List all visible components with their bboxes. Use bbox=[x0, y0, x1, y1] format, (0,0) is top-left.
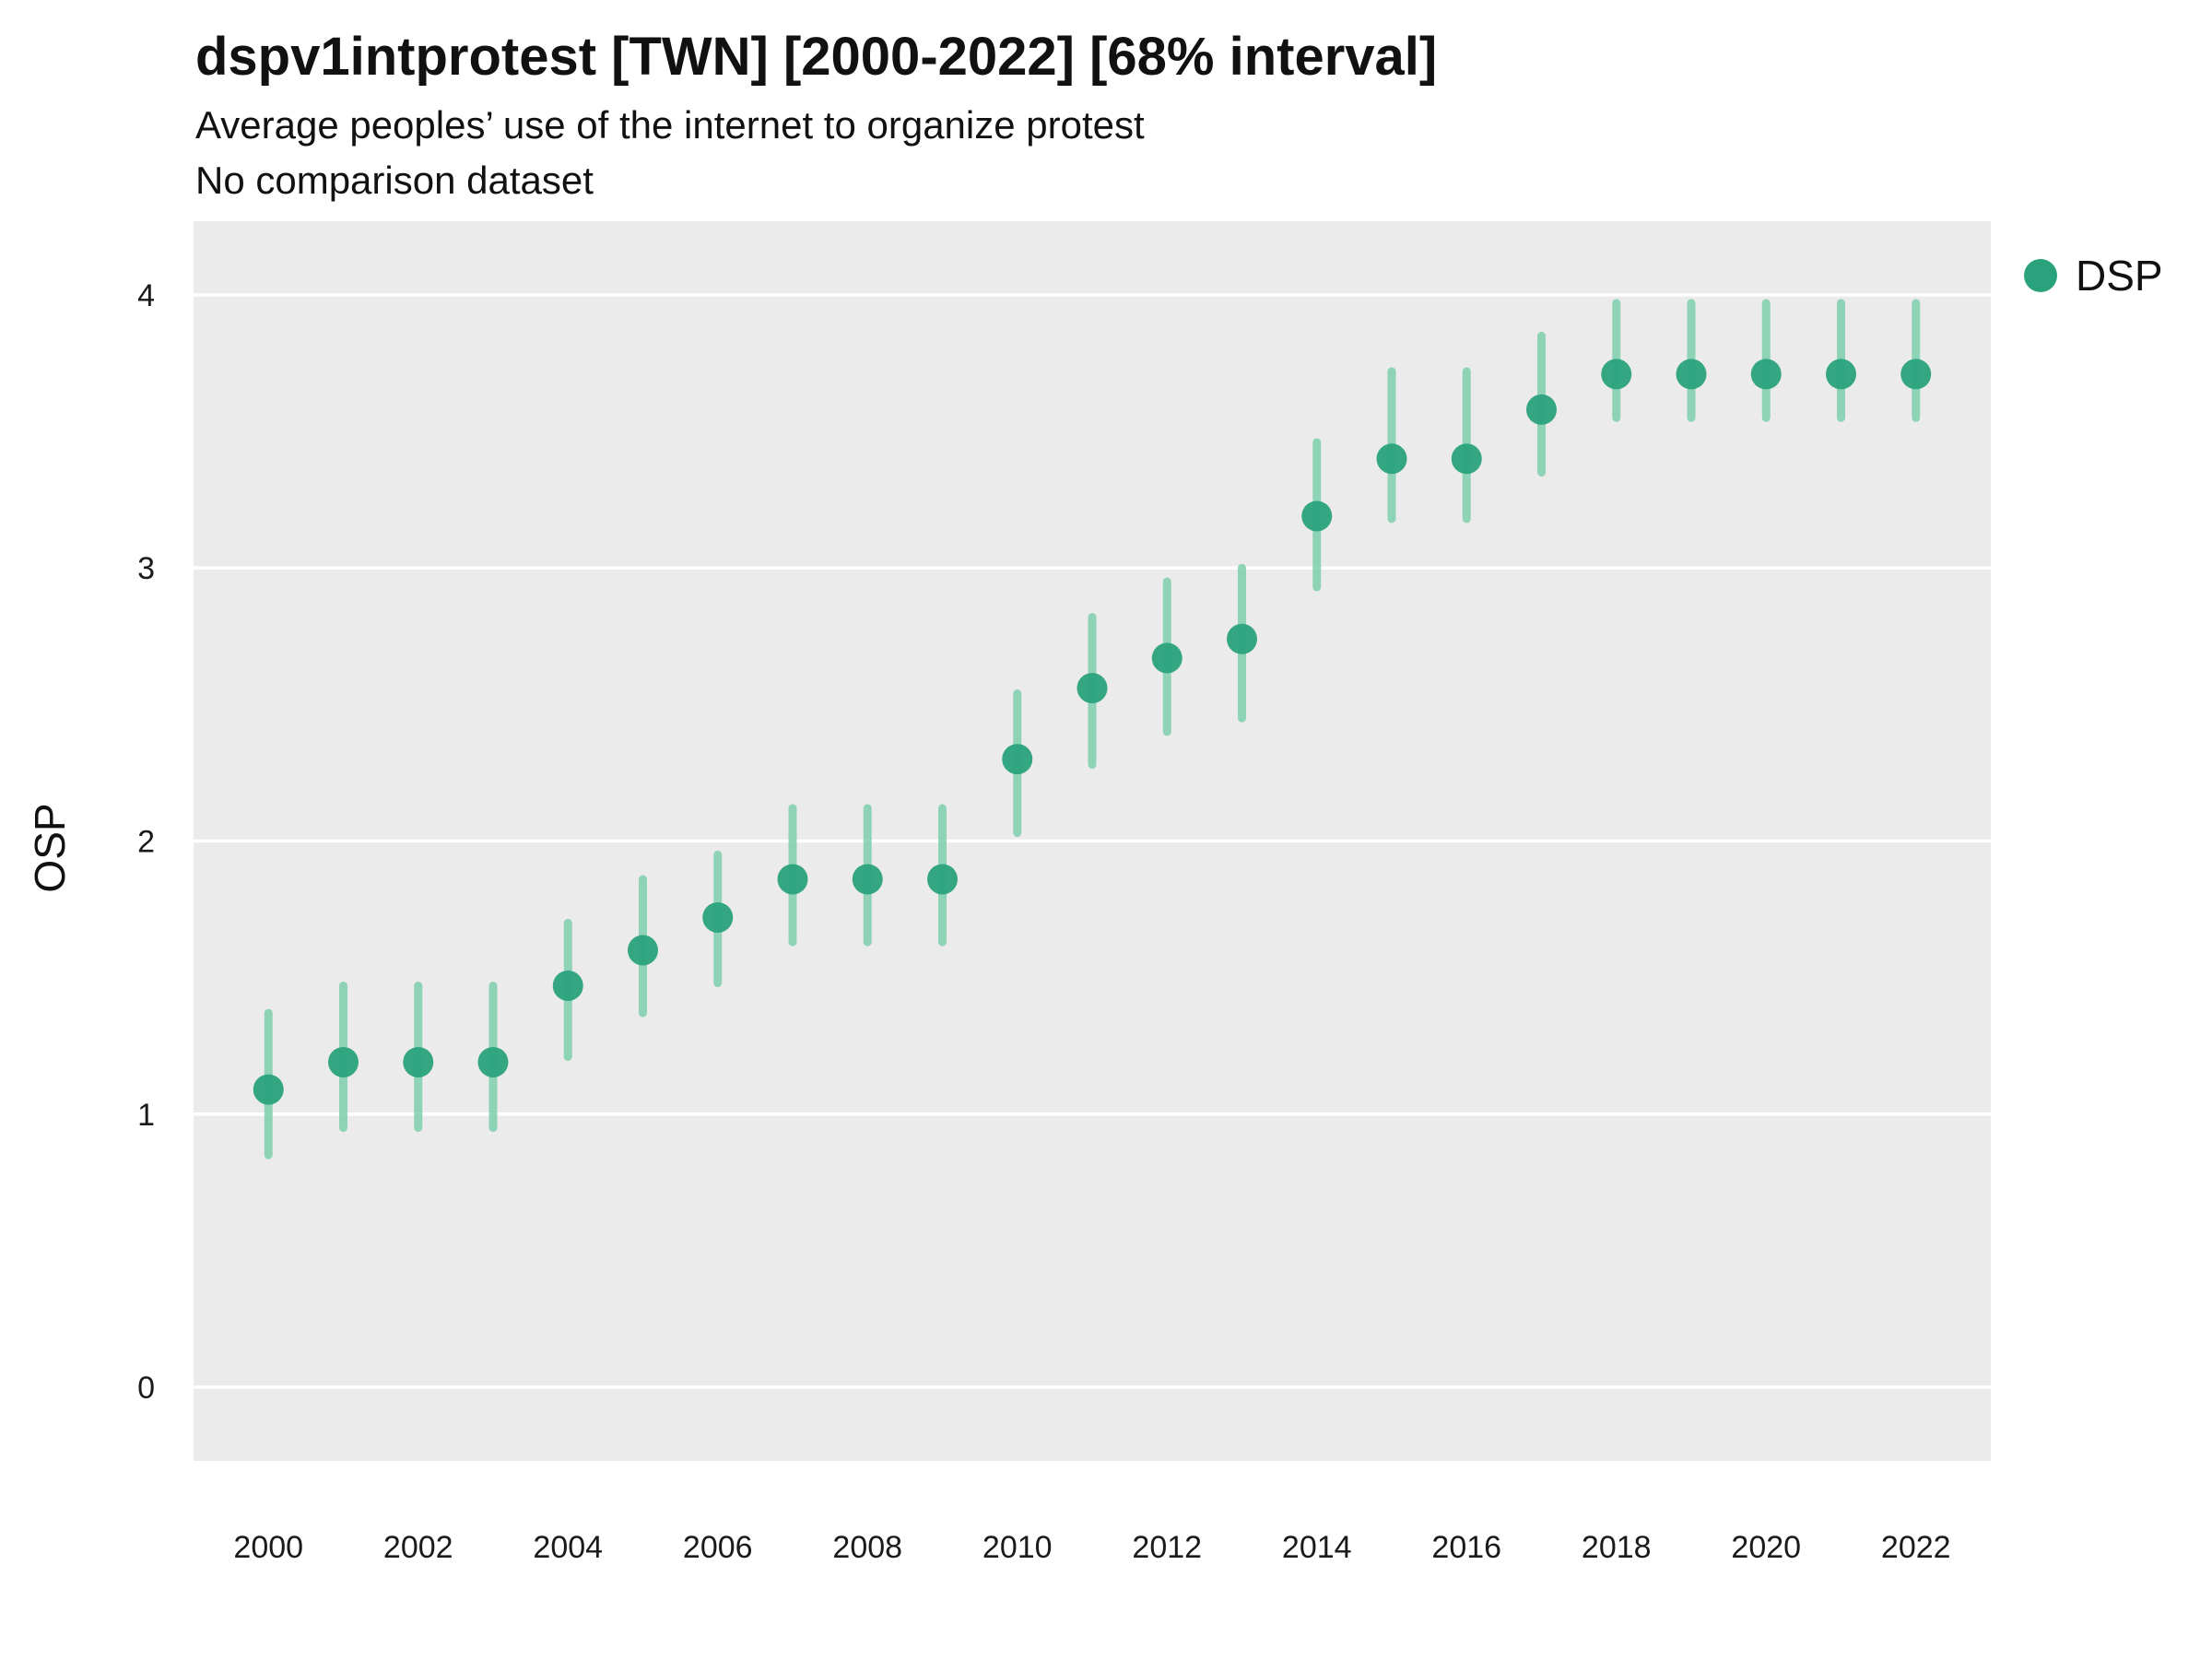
data-point bbox=[852, 864, 883, 895]
data-point bbox=[552, 971, 583, 1002]
x-tick-label: 2008 bbox=[832, 1530, 902, 1565]
data-point bbox=[1151, 642, 1182, 674]
x-tick-label: 2020 bbox=[1731, 1530, 1801, 1565]
data-point bbox=[1376, 443, 1407, 475]
y-tick-label: 0 bbox=[137, 1371, 155, 1406]
x-tick-label: 2018 bbox=[1582, 1530, 1652, 1565]
data-point bbox=[477, 1046, 509, 1077]
x-tick-label: 2010 bbox=[982, 1530, 1053, 1565]
data-point bbox=[628, 935, 658, 966]
data-point bbox=[1601, 359, 1632, 390]
data-point bbox=[1526, 394, 1557, 425]
x-tick-label: 2002 bbox=[383, 1530, 453, 1565]
data-point bbox=[1227, 623, 1257, 654]
data-point bbox=[328, 1046, 359, 1077]
y-tick-label: 3 bbox=[137, 551, 155, 586]
x-tick-label: 2012 bbox=[1132, 1530, 1202, 1565]
data-point bbox=[702, 901, 734, 933]
legend-series-label: DSP bbox=[2076, 252, 2163, 300]
data-point bbox=[1301, 500, 1333, 532]
x-tick-label: 2022 bbox=[1881, 1530, 1951, 1565]
x-tick-label: 2014 bbox=[1282, 1530, 1352, 1565]
data-point bbox=[1750, 359, 1782, 390]
data-point bbox=[1002, 744, 1033, 775]
legend: DSP bbox=[2024, 251, 2163, 300]
chart-subtitle: Average peoples’ use of the internet to … bbox=[195, 103, 1145, 147]
data-point bbox=[403, 1046, 434, 1077]
data-point bbox=[1077, 673, 1108, 704]
y-tick-label: 2 bbox=[137, 825, 155, 860]
data-point bbox=[927, 864, 958, 895]
x-tick-label: 2004 bbox=[533, 1530, 603, 1565]
data-point bbox=[1900, 359, 1932, 390]
chart-title: dspv1intprotest [TWN] [2000-2022] [68% i… bbox=[195, 27, 1438, 87]
comparison-note: No comparison dataset bbox=[195, 159, 594, 202]
legend-dot-icon bbox=[2024, 259, 2057, 292]
data-point bbox=[1826, 359, 1856, 390]
y-tick-label: 4 bbox=[137, 278, 155, 313]
x-tick-label: 2016 bbox=[1431, 1530, 1501, 1565]
data-point bbox=[1451, 443, 1482, 475]
data-point bbox=[253, 1074, 284, 1105]
y-axis-label: OSP bbox=[26, 803, 74, 893]
y-tick-label: 1 bbox=[137, 1098, 155, 1133]
x-tick-label: 2006 bbox=[683, 1530, 753, 1565]
data-point bbox=[777, 864, 808, 895]
x-tick-label: 2000 bbox=[233, 1530, 303, 1565]
data-point bbox=[1676, 359, 1707, 390]
